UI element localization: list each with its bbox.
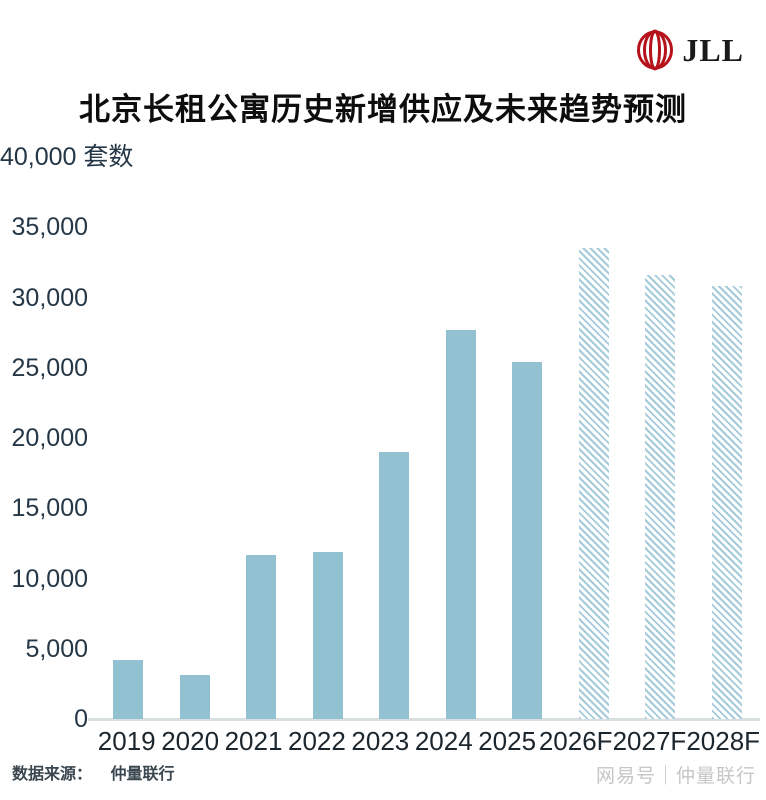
- x-tick-label: 2028F: [686, 726, 761, 756]
- watermark: 网易号｜仲量联行: [595, 766, 756, 787]
- plot-area: [88, 157, 760, 721]
- y-axis: 0 5,000 10,000 15,000 20,000 25,000 30,000 35,0…: [0, 143, 133, 733]
- y-tick-label: 20,000: [11, 424, 88, 452]
- bar-2019: [113, 660, 144, 719]
- data-source-value: 仲量联行: [110, 766, 175, 783]
- x-tick-label: 2021: [224, 726, 283, 756]
- y-tick-label: 30,000: [11, 283, 88, 312]
- bar-2023: [379, 452, 410, 719]
- x-axis-line: [88, 718, 760, 721]
- x-axis: 2019 2020 2021 2022 2023 2024 2025 2026F 2027F 20…: [95, 726, 760, 757]
- data-source: 数据来源： 仲量联行: [12, 760, 174, 784]
- x-tick-label: 2027F: [612, 726, 687, 756]
- y-tick-label: 40,000 套数: [0, 143, 134, 171]
- y-tick-label: 10,000: [11, 564, 88, 593]
- x-tick-label: 2024: [414, 726, 473, 756]
- bar-2027F: [645, 275, 676, 719]
- y-tick-label: 15,000: [11, 494, 88, 523]
- bar-2022: [312, 551, 343, 719]
- chart-title: 北京长租公寓历史新增供应及未来趋势预测: [79, 92, 687, 127]
- x-tick-label: 2022: [288, 726, 346, 756]
- x-tick-label: 2026F: [538, 726, 613, 756]
- bar-2025: [512, 362, 543, 719]
- x-tick-label: 2025: [478, 726, 537, 756]
- y-tick-label: 5,000: [25, 634, 88, 663]
- y-tick-label: 25,000: [11, 353, 88, 382]
- bar-2026F: [578, 248, 609, 719]
- y-tick-label: 35,000: [11, 213, 88, 242]
- bar-2020: [179, 675, 210, 719]
- x-tick-label: 2020: [161, 726, 220, 756]
- jll-logo: JLL: [634, 28, 744, 72]
- jll-globe-icon: [637, 29, 674, 71]
- jll-logo-text: JLL: [682, 32, 744, 68]
- x-tick-label: 2023: [351, 726, 410, 756]
- data-source-label: 数据来源：: [12, 766, 93, 783]
- y-tick-label: 0: [74, 705, 88, 733]
- bar-2024: [445, 329, 476, 719]
- bar-2021: [246, 554, 277, 719]
- x-tick-label: 2019: [97, 726, 156, 756]
- bar-2028F: [711, 286, 742, 719]
